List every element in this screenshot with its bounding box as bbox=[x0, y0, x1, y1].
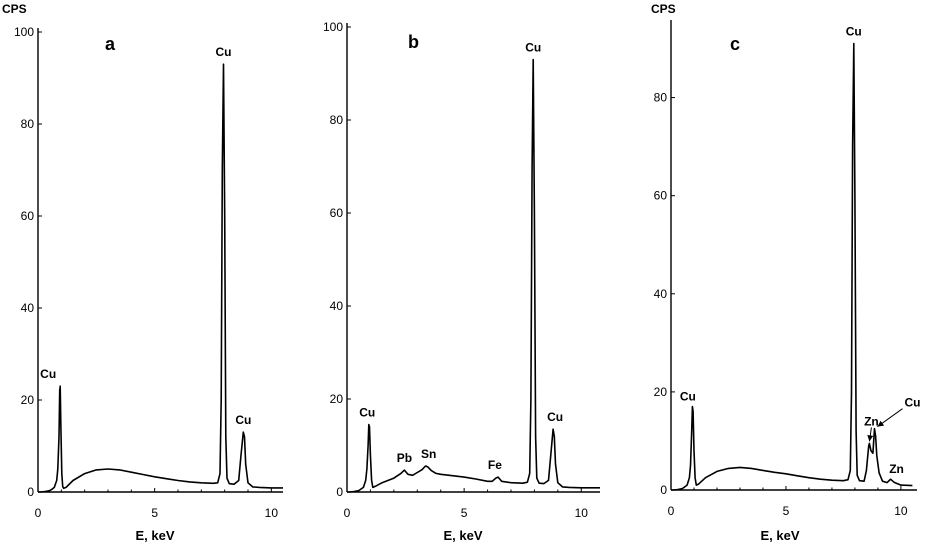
panel-b-y-tick-label: 20 bbox=[330, 392, 344, 406]
panel-c-y-tick-label: 20 bbox=[654, 385, 668, 399]
panel-a-x-axis-label: E, keV bbox=[135, 528, 174, 543]
panel-c-peak-label: Cu bbox=[680, 390, 696, 404]
panel-c-y-tick-label: 60 bbox=[654, 189, 668, 203]
panel-a-y-tick-label: 40 bbox=[21, 301, 35, 315]
panel-a-y-tick-label: 100 bbox=[14, 25, 34, 39]
panel-b-y-tick-label: 40 bbox=[330, 299, 344, 313]
panel-b-y-tick-label: 100 bbox=[323, 20, 343, 34]
panel-b-y-tick-label: 60 bbox=[330, 206, 344, 220]
panel-b-y-tick-label: 0 bbox=[336, 485, 343, 499]
panel-b-letter: b bbox=[408, 32, 419, 52]
panel-b-x-tick-label: 0 bbox=[344, 506, 351, 520]
panel-b-x-tick-label: 10 bbox=[575, 506, 589, 520]
panel-a-y-axis-label: CPS bbox=[2, 2, 27, 16]
panel-b-peak-label: Fe bbox=[488, 458, 502, 472]
panel-b-peak-label: Sn bbox=[421, 447, 436, 461]
panel-c-x-tick-label: 10 bbox=[894, 504, 908, 518]
panel-a-letter: a bbox=[105, 34, 116, 54]
panel-a-peak-label: Cu bbox=[40, 367, 56, 381]
panel-a-peak-label: Cu bbox=[235, 413, 251, 427]
panel-b-y-tick-label: 80 bbox=[330, 113, 344, 127]
panel-a-x-tick-label: 5 bbox=[151, 506, 158, 520]
panel-a-spectrum-line bbox=[38, 63, 283, 493]
panel-c-y-axis-label: CPS bbox=[651, 2, 676, 16]
panel-b-peak-label: Cu bbox=[547, 410, 563, 424]
panel-a-y-tick-label: 80 bbox=[21, 117, 35, 131]
panel-a-x-tick-label: 10 bbox=[265, 506, 279, 520]
panel-c-peak-label: Zn bbox=[889, 462, 904, 476]
panel-a-peak-label: Cu bbox=[216, 45, 232, 59]
panel-c-cu-arrow bbox=[877, 408, 903, 428]
panel-b-x-tick-label: 5 bbox=[461, 506, 468, 520]
panel-a-y-tick-label: 20 bbox=[21, 393, 35, 407]
panel-a-y-tick-label: 0 bbox=[27, 485, 34, 499]
panel-c-y-tick-label: 80 bbox=[654, 91, 668, 105]
panel-b-peak-label: Cu bbox=[525, 41, 541, 55]
panel-b-x-axis-label: E, keV bbox=[443, 528, 482, 543]
panel-c-peak-label: Cu bbox=[846, 25, 862, 39]
panel-c-peak-label: Zn bbox=[864, 414, 879, 428]
panel-c-y-tick-label: 40 bbox=[654, 287, 668, 301]
panel-a-y-tick-label: 60 bbox=[21, 209, 35, 223]
panel-b-spectrum-line bbox=[347, 58, 600, 493]
panel-c-zn-arrow bbox=[867, 427, 874, 442]
panel-b-peak-label: Cu bbox=[359, 406, 375, 420]
panel-c-x-tick-label: 0 bbox=[668, 504, 675, 518]
panel-b-peak-label: Pb bbox=[397, 451, 412, 465]
panel-a-x-tick-label: 0 bbox=[35, 506, 42, 520]
panel-c-spectrum-line bbox=[671, 42, 913, 491]
panel-c-y-tick-label: 0 bbox=[660, 483, 667, 497]
panel-c-x-tick-label: 5 bbox=[783, 504, 790, 518]
panel-c-peak-label: Cu bbox=[904, 396, 920, 410]
panel-c-letter: c bbox=[730, 34, 740, 54]
panel-c-x-axis-label: E, keV bbox=[760, 528, 799, 543]
